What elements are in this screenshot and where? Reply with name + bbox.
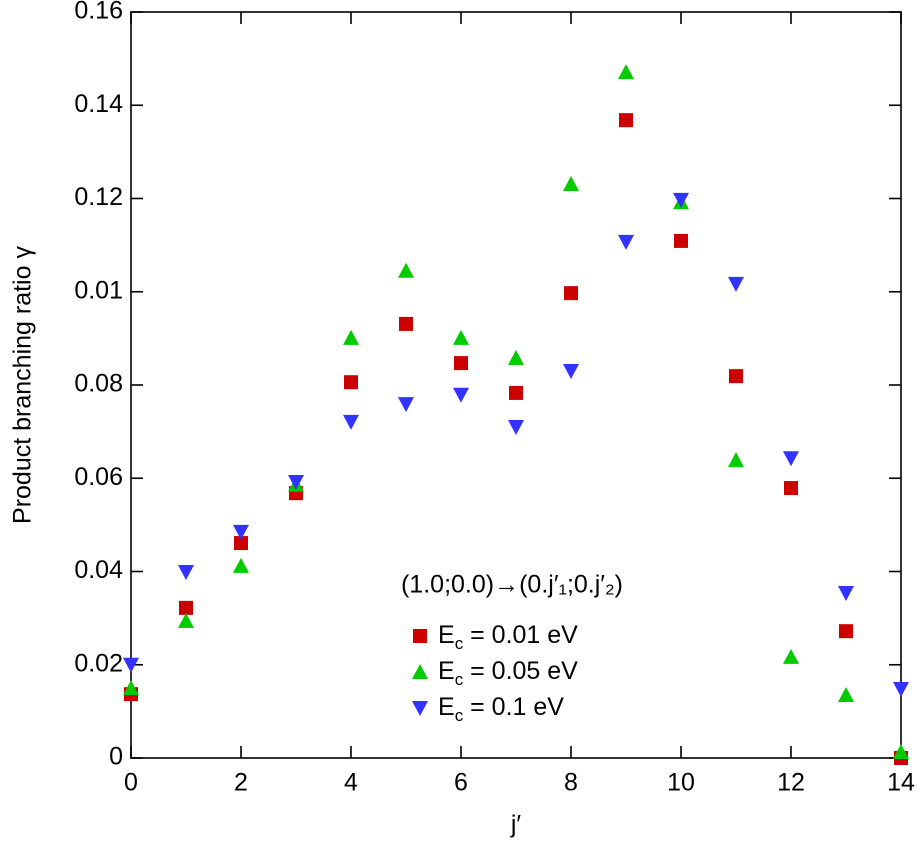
marker-triangle-down [893,681,909,697]
marker-square [179,600,193,615]
marker-triangle-up [783,648,799,664]
x-tick-label: 4 [344,769,358,797]
marker-triangle-down [728,276,744,292]
y-tick-label: 0.04 [74,556,123,584]
marker-square [344,375,358,390]
marker-square [234,536,248,551]
y-tick-label: 0.08 [74,370,123,398]
y-tick-label: 0.06 [74,463,123,491]
x-tick-label: 8 [564,769,578,797]
marker-square [729,369,743,384]
marker-triangle-up [838,687,854,703]
y-tick-label: 0.01 [74,276,123,304]
marker-triangle-up [343,329,359,345]
marker-triangle-up [233,557,249,573]
marker-triangle-up [453,329,469,345]
marker-triangle-down [783,451,799,467]
legend-label: Ec = 0.05 eV [438,657,578,690]
y-tick-label: 0.16 [74,0,123,25]
y-axis-label: Product branching ratio γ [9,246,37,524]
x-tick-label: 2 [234,769,248,797]
marker-triangle-up [893,743,909,759]
legend-label: Ec = 0.1 eV [438,693,564,726]
x-tick-label: 6 [454,769,468,797]
legend-label: Ec = 0.01 eV [438,621,578,654]
marker-square [413,629,427,643]
legend-title: (1.0;0.0)→(0.j′₁;0.j′₂) [401,571,623,599]
y-tick-label: 0 [109,743,123,771]
marker-triangle-down [508,419,524,435]
marker-triangle-down [398,397,414,413]
marker-triangle-up [563,176,579,192]
y-tick-label: 0.14 [74,90,123,118]
marker-triangle-down [343,414,359,430]
marker-triangle-down [673,192,689,208]
marker-square [784,481,798,496]
marker-square [399,316,413,331]
marker-triangle-up [508,349,524,365]
marker-triangle-up [398,262,414,278]
marker-triangle-up [123,680,139,696]
x-tick-label: 12 [777,769,805,797]
marker-triangle-down [178,564,194,580]
marker-square [564,286,578,301]
x-tick-label: 10 [667,769,695,797]
marker-triangle-down [453,387,469,403]
marker-triangle-down [233,524,249,540]
x-tick-label: 0 [124,769,138,797]
y-tick-label: 0.12 [74,183,123,211]
marker-triangle-down [412,701,428,716]
marker-triangle-down [288,474,304,490]
marker-triangle-up [618,64,634,80]
marker-square [619,113,633,128]
marker-square [839,624,853,639]
marker-triangle-down [618,234,634,250]
marker-triangle-down [123,657,139,673]
marker-triangle-down [563,364,579,380]
x-tick-label: 14 [887,769,915,797]
marker-triangle-up [178,612,194,628]
x-axis-label: j′ [510,811,522,839]
marker-triangle-up [728,452,744,468]
marker-triangle-up [412,664,428,679]
marker-triangle-down [838,585,854,601]
marker-square [509,385,523,400]
marker-square [674,233,688,248]
marker-square [454,356,468,371]
y-tick-label: 0.02 [74,649,123,677]
